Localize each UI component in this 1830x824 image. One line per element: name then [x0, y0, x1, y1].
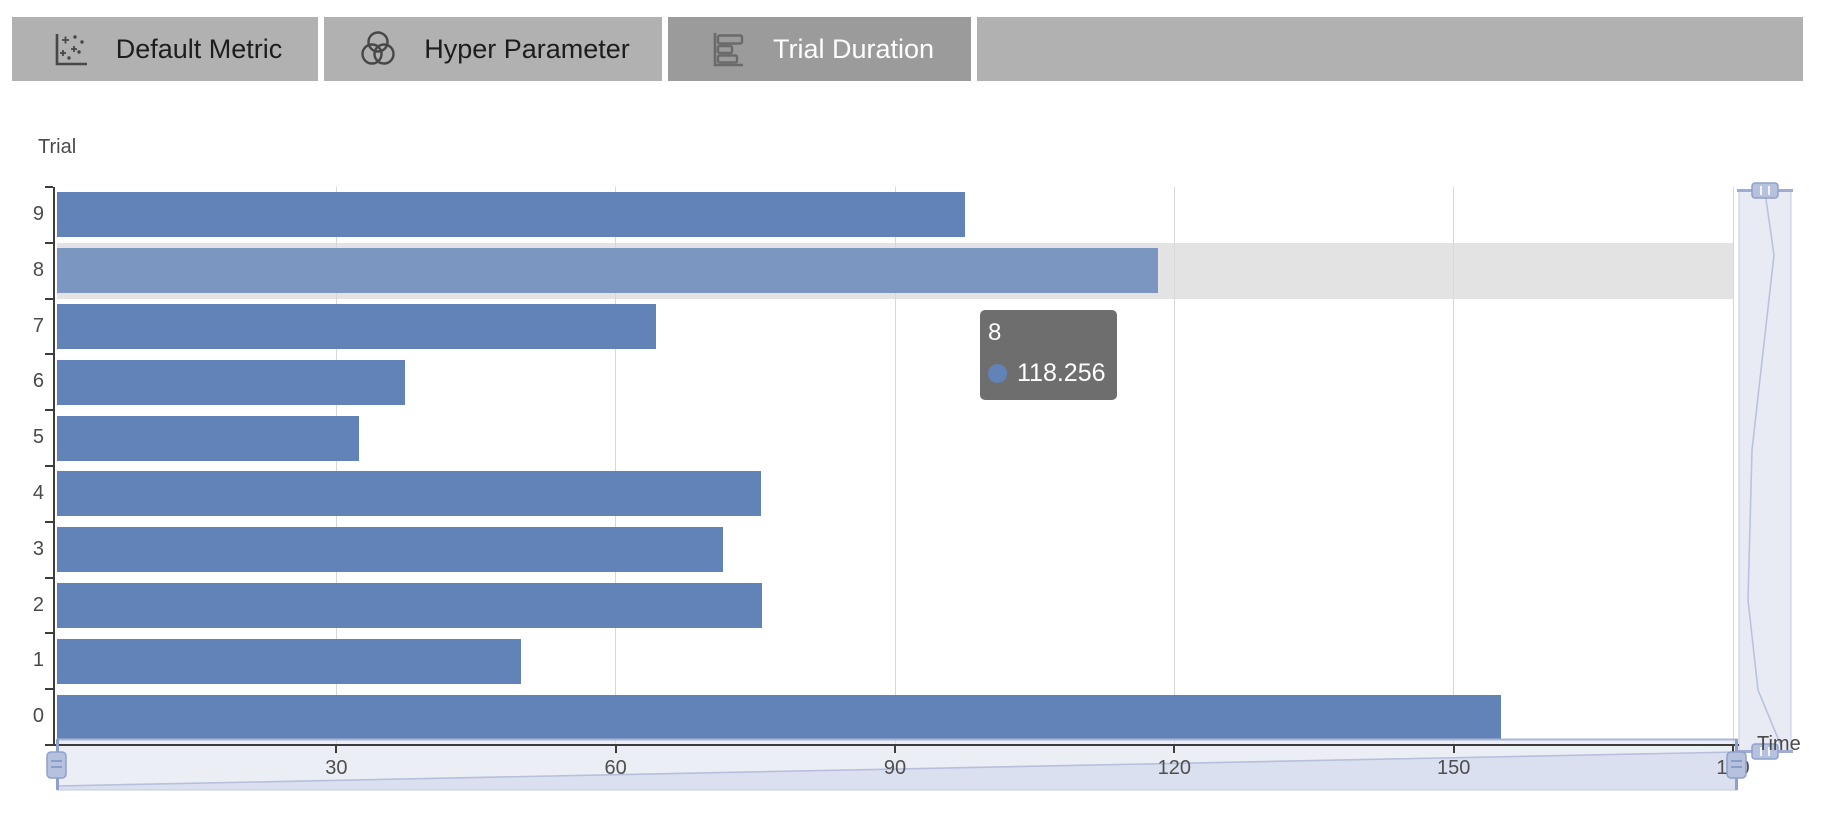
datazoom-top-handle[interactable]: [1737, 182, 1793, 199]
y-tick: [45, 744, 53, 746]
datazoom-right-handle[interactable]: [1726, 739, 1747, 790]
bar-trial-2[interactable]: [57, 583, 762, 628]
tab-default-metric[interactable]: Default Metric: [12, 17, 318, 81]
x-tick-60: [614, 746, 617, 753]
x-tick-30: [335, 746, 338, 753]
x-datazoom-handles: [46, 739, 1747, 790]
y-tick: [45, 520, 53, 523]
datazoom-left-handle[interactable]: [46, 739, 67, 790]
y-axis-label-1: 1: [32, 649, 44, 672]
y-axis-label-2: 2: [32, 593, 44, 616]
y-axis-label-3: 3: [32, 537, 44, 560]
tab-label: Hyper Parameter: [424, 33, 630, 64]
y-tick: [45, 297, 53, 300]
tab-hyper-parameter[interactable]: Hyper Parameter: [324, 17, 662, 81]
tab-label: Default Metric: [115, 33, 283, 64]
venn-circles-icon: [361, 31, 395, 65]
gridline-x-150: [1453, 187, 1455, 745]
y-axis-title: Trial: [38, 136, 77, 158]
bar-trial-0[interactable]: [57, 694, 1502, 740]
datazoom-data-shadow: [1747, 191, 1783, 749]
gridline-x-60: [615, 187, 617, 745]
gridline-x-30: [335, 187, 337, 745]
gridline-x-180: [1732, 187, 1734, 745]
tooltip-category: 8: [988, 319, 1002, 346]
horizontal-bar-chart-icon: [713, 33, 744, 67]
x-axis-label-150: 150: [1436, 757, 1471, 779]
chart-tooltip: 8 118.256: [980, 310, 1117, 400]
x-tick-120: [1173, 746, 1176, 753]
tab-bar-filler: [977, 17, 1803, 81]
y-tick: [45, 353, 53, 356]
x-axis-label-60: 60: [604, 757, 627, 779]
x-axis-line: [53, 744, 1739, 746]
y-tick: [45, 632, 53, 635]
tab-label: Trial Duration: [772, 33, 935, 64]
y-tick: [45, 465, 53, 467]
tab-bar: Default Metric Hyper Parameter Trial Dur…: [12, 17, 1803, 81]
y-axis-label-0: 0: [32, 705, 44, 728]
x-axis-title: Time: [1757, 733, 1801, 755]
y-axis-label-6: 6: [32, 370, 44, 393]
series-color-dot-icon: [988, 364, 1007, 383]
y-tick: [45, 688, 53, 691]
y-tick: [45, 241, 53, 244]
tab-trial-duration[interactable]: Trial Duration: [668, 17, 971, 81]
bar-trial-8[interactable]: [57, 248, 1159, 294]
x-axis-label-30: 30: [325, 757, 348, 779]
x-axis-label-90: 90: [883, 757, 907, 779]
scatter-chart-icon: [55, 34, 87, 66]
bar-trial-6[interactable]: [57, 359, 406, 405]
y-axis-label-4: 4: [32, 481, 44, 504]
y-axis-label-9: 9: [32, 202, 44, 225]
y-axis-label-8: 8: [32, 258, 44, 281]
gridline-x-90: [894, 187, 896, 745]
y-tick: [45, 576, 53, 579]
bar-trial-7[interactable]: [57, 304, 656, 349]
datazoom-bottom-handle[interactable]: [1737, 743, 1793, 760]
tooltip-value: 118.256: [1017, 359, 1106, 387]
bar-trial-1[interactable]: [57, 638, 521, 684]
y-tick: [45, 409, 53, 412]
x-axis-label-120: 120: [1157, 757, 1192, 779]
bar-trial-4[interactable]: [57, 471, 761, 517]
datazoom-data-shadow: [57, 752, 1737, 790]
x-tick-150: [1452, 746, 1455, 753]
y-axis-label-5: 5: [32, 426, 44, 449]
x-tick-90: [894, 746, 896, 753]
gridline-x-120: [1173, 187, 1175, 745]
x-tick-180: [1732, 746, 1734, 753]
bar-trial-9[interactable]: [57, 192, 965, 238]
bar-trial-5[interactable]: [57, 415, 359, 461]
bar-trial-3[interactable]: [57, 527, 723, 573]
y-datazoom-slider[interactable]: [1733, 178, 1803, 778]
y-tick: [45, 186, 53, 188]
y-axis-line: [53, 187, 55, 746]
y-axis-label-7: 7: [32, 314, 44, 337]
